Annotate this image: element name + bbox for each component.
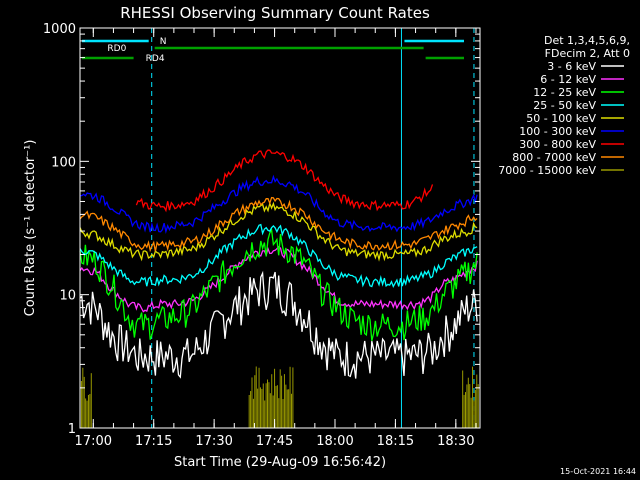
legend-entry-label: 800 - 7000 keV xyxy=(512,151,596,164)
legend-header: Det 1,3,4,5,6,9, xyxy=(544,34,630,47)
x-tick-label: 18:30 xyxy=(437,434,474,449)
chart-title: RHESSI Observing Summary Count Rates xyxy=(120,4,430,22)
series-line xyxy=(79,228,478,341)
x-tick-label: 18:15 xyxy=(377,434,414,449)
series-line xyxy=(80,174,478,235)
legend-entry-label: 50 - 100 keV xyxy=(526,112,596,125)
y-axis-label: Count Rate (s⁻¹ detector⁻¹) xyxy=(23,140,38,317)
series-line xyxy=(79,201,478,262)
x-tick-label: 17:30 xyxy=(195,434,232,449)
legend-entry-label: 7000 - 15000 keV xyxy=(498,164,596,177)
legend-entry-label: 12 - 25 keV xyxy=(533,86,596,99)
x-tick-label: 17:45 xyxy=(256,434,293,449)
series-line xyxy=(135,149,434,213)
x-axis-label: Start Time (29-Aug-09 16:56:42) xyxy=(174,455,386,470)
flag-rd0-label: RD0 xyxy=(107,44,126,54)
x-tick-label: 18:00 xyxy=(316,434,353,449)
legend-entry-label: 3 - 6 keV xyxy=(547,60,596,73)
legend-entry-label: 25 - 50 keV xyxy=(533,99,596,112)
axis-ticks: 1 10 100 1000 17:00 17:15 17:30 17:45 18:00 18:15… xyxy=(43,22,481,449)
flag-rd4-label: RD4 xyxy=(146,54,165,64)
legend: Det 1,3,4,5,6,9,FDecim 2, Att 03 - 6 keV… xyxy=(498,34,630,177)
y-tick-label: 10 xyxy=(59,289,76,304)
flag-n-label: N xyxy=(160,37,167,47)
legend-entry-label: 300 - 800 keV xyxy=(519,138,596,151)
series-line xyxy=(79,223,478,289)
legend-entry-label: 100 - 300 keV xyxy=(519,125,596,138)
y-tick-label: 100 xyxy=(51,155,76,170)
x-tick-label: 17:00 xyxy=(75,434,112,449)
series-line xyxy=(79,245,478,313)
legend-header: FDecim 2, Att 0 xyxy=(545,47,630,60)
y-tick-label: 1 xyxy=(68,422,76,437)
legend-entry-label: 6 - 12 keV xyxy=(540,73,596,86)
series-line xyxy=(79,270,478,379)
axes-frame xyxy=(79,27,481,429)
footer-timestamp: 15-Oct-2021 16:44 xyxy=(560,467,636,476)
x-tick-label: 17:15 xyxy=(135,434,172,449)
y-tick-label: 1000 xyxy=(43,22,76,37)
series-line xyxy=(79,196,478,253)
plot-area: N RD0 RD4 xyxy=(79,28,479,428)
